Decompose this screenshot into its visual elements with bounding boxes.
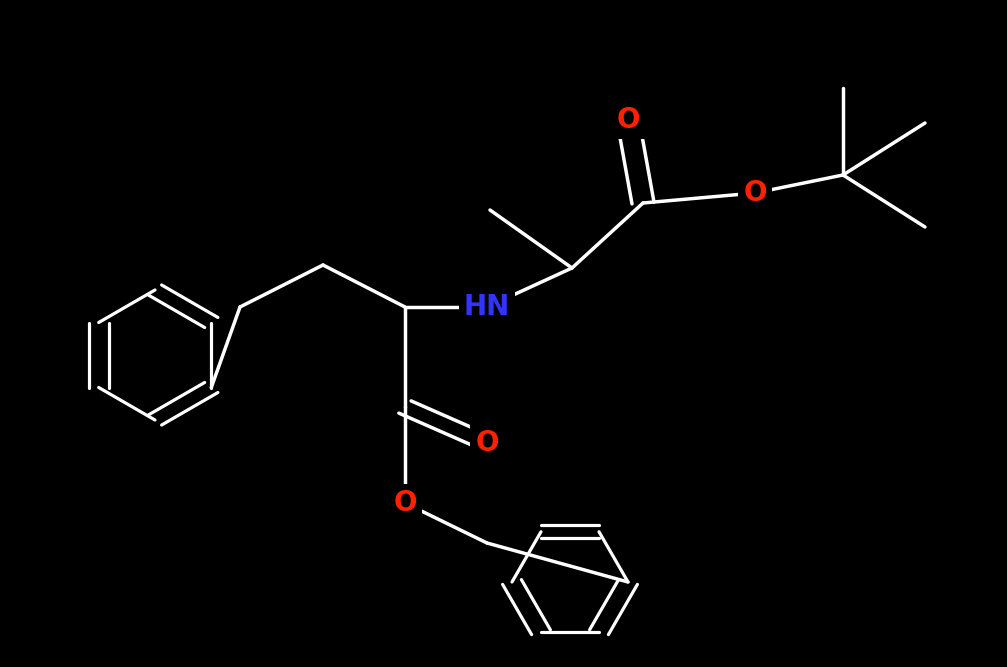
Text: HN: HN bbox=[464, 293, 511, 321]
Text: O: O bbox=[616, 106, 639, 134]
Text: O: O bbox=[475, 429, 498, 457]
Text: O: O bbox=[743, 179, 766, 207]
Text: O: O bbox=[394, 489, 417, 517]
